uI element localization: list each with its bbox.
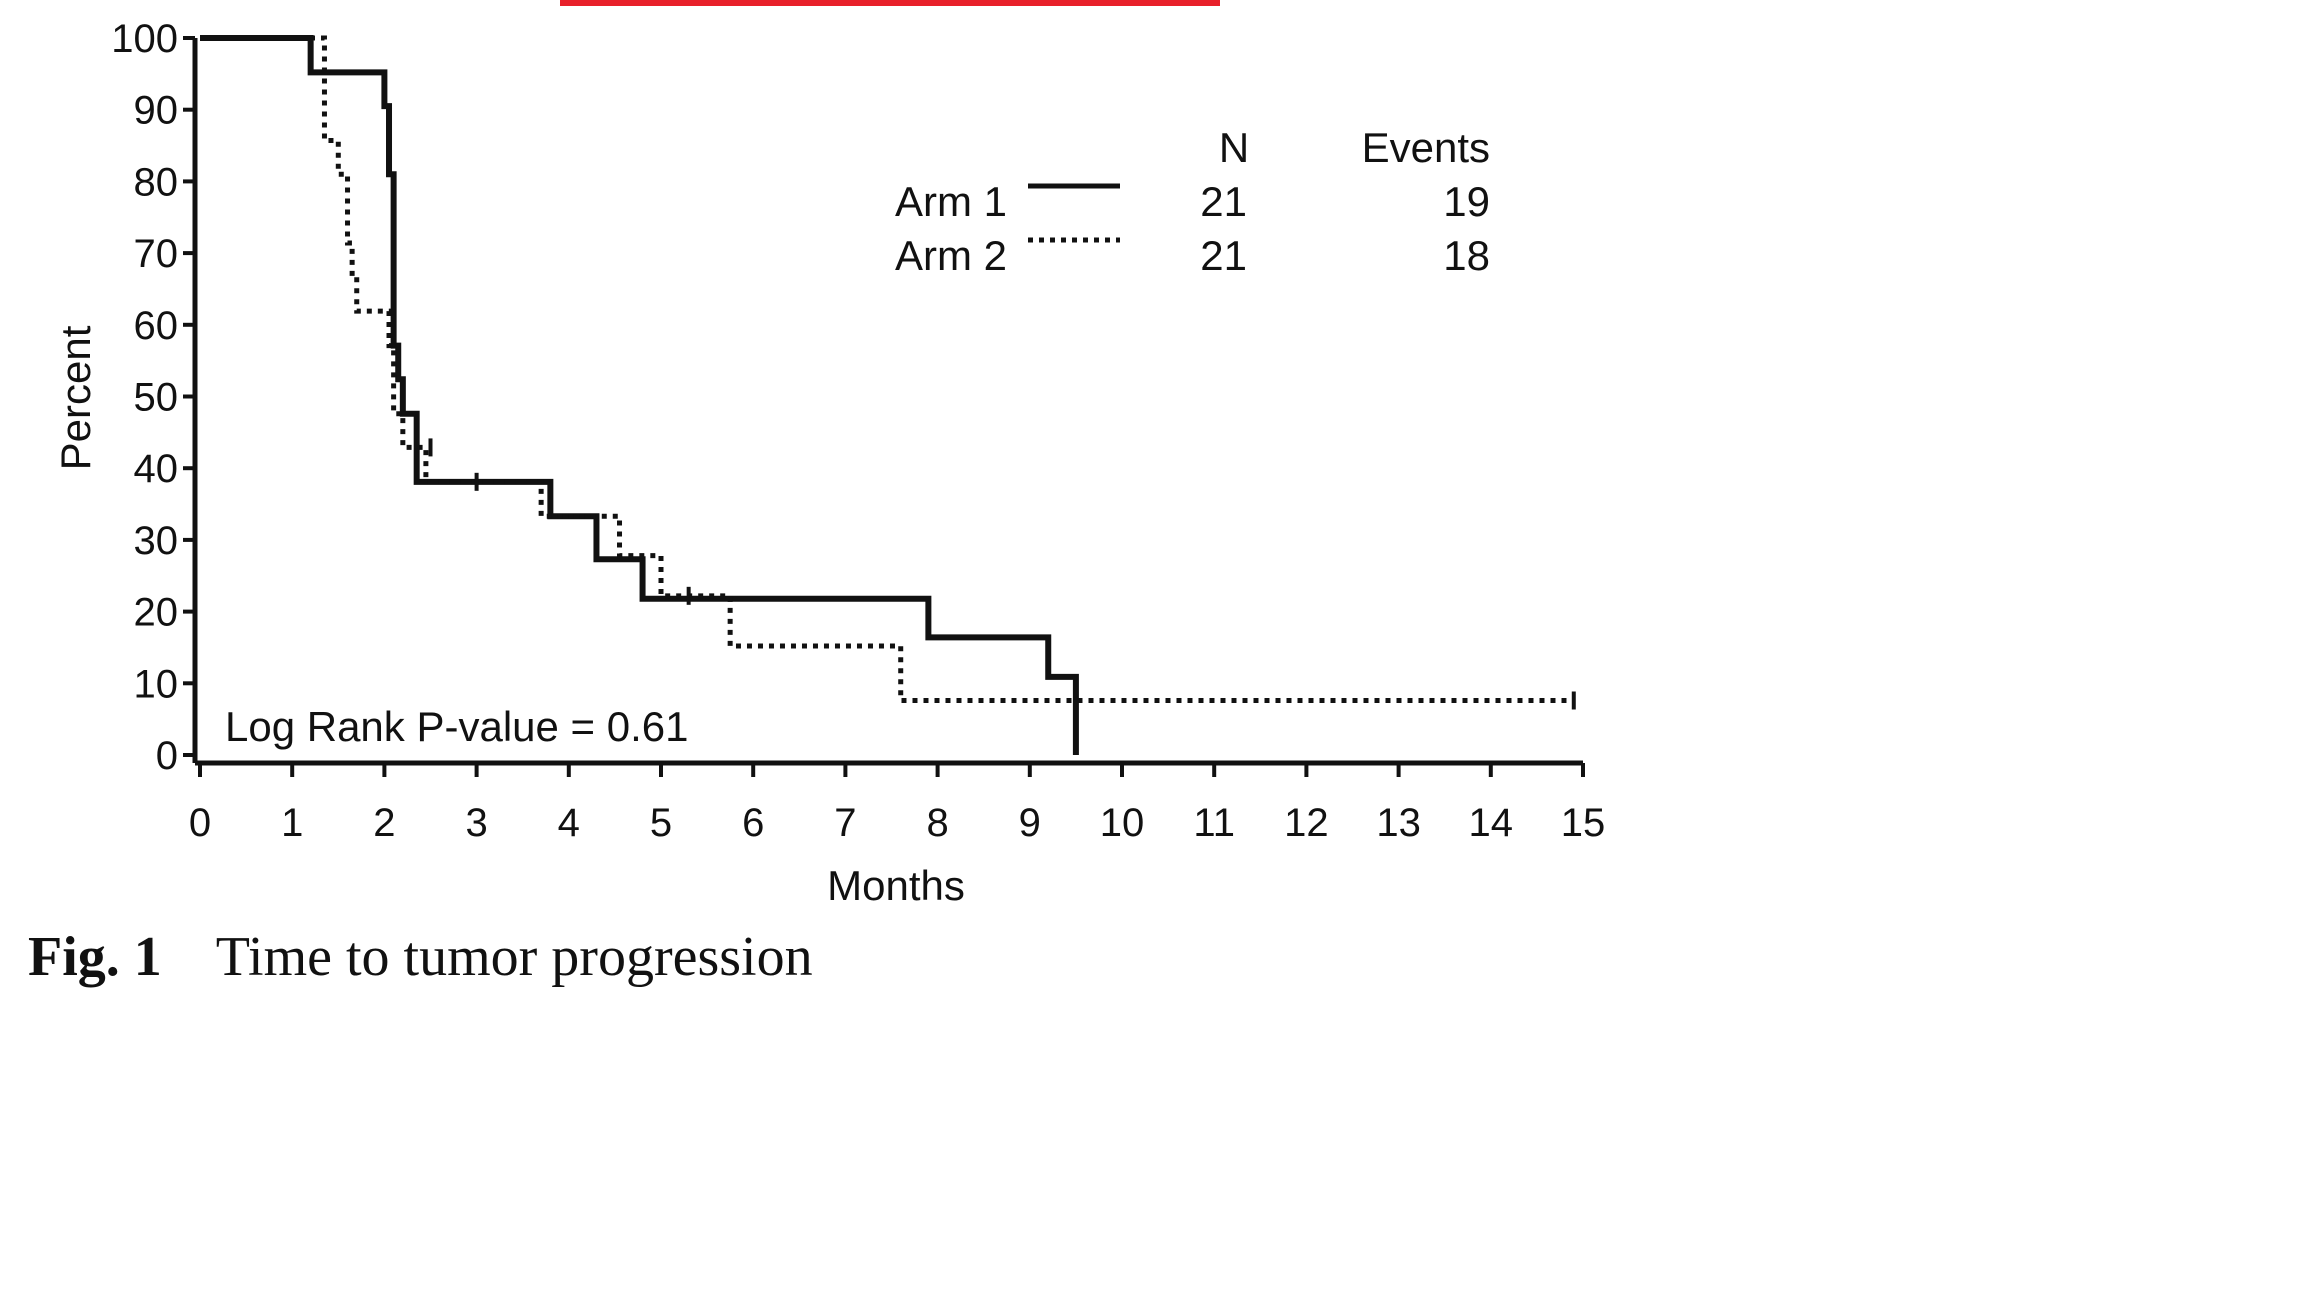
legend-header-n: N [1219,124,1249,171]
x-tick-label: 2 [373,801,395,845]
figure-caption-label: Fig. 1 [28,926,162,988]
x-tick-label: 13 [1376,801,1421,845]
x-tick-label: 11 [1193,801,1235,845]
figure-caption: Fig. 1 Time to tumor progression [28,925,813,989]
log-rank-annotation: Log Rank P-value = 0.61 [225,703,688,750]
legend-header-events: Events [1362,124,1490,171]
legend: N Events Arm 1 21 19 Arm 2 21 18 [895,124,1490,279]
x-axis-label: Months [827,862,965,909]
legend-arm2-n: 21 [1200,232,1247,279]
y-tick-label: 60 [134,304,179,348]
y-tick-label: 0 [156,734,178,778]
y-tick-label: 30 [134,519,179,563]
arm1-survival-curve [200,35,1079,755]
x-tick-label: 1 [281,801,303,845]
arm2-survival-curve [200,35,1574,704]
y-tick-label: 100 [111,17,178,61]
y-axis-ticks: 0 10 20 30 40 50 60 70 80 90 100 [111,17,195,778]
x-tick-label: 10 [1100,801,1145,845]
y-tick-label: 40 [134,447,179,491]
x-tick-label: 3 [465,801,487,845]
legend-arm2-events: 18 [1443,232,1490,279]
x-tick-label: 14 [1469,801,1514,845]
x-tick-label: 15 [1561,801,1606,845]
legend-arm1-n: 21 [1200,178,1247,225]
x-axis-ticks: 0 1 2 3 4 5 6 7 8 9 10 11 12 13 14 15 [189,763,1605,845]
x-tick-label: 12 [1284,801,1329,845]
x-tick-label: 9 [1019,801,1041,845]
y-tick-label: 20 [134,591,179,635]
x-tick-label: 6 [742,801,764,845]
x-tick-label: 8 [926,801,948,845]
y-tick-label: 50 [134,376,179,420]
censor-marks [428,438,1576,710]
y-tick-label: 70 [134,232,179,276]
y-tick-label: 90 [134,89,179,133]
y-tick-label: 80 [134,160,179,204]
x-tick-label: 0 [189,801,211,845]
legend-arm2-label: Arm 2 [895,232,1007,279]
y-tick-label: 10 [134,662,179,706]
x-tick-label: 4 [558,801,580,845]
x-tick-label: 7 [834,801,856,845]
series-layer [200,35,1574,755]
legend-arm1-events: 19 [1443,178,1490,225]
legend-arm1-label: Arm 1 [895,178,1007,225]
x-tick-label: 5 [650,801,672,845]
clipped-title-fragment [560,0,1220,6]
y-axis-label: Percent [52,325,99,470]
figure-caption-text: Time to tumor progression [215,926,813,988]
